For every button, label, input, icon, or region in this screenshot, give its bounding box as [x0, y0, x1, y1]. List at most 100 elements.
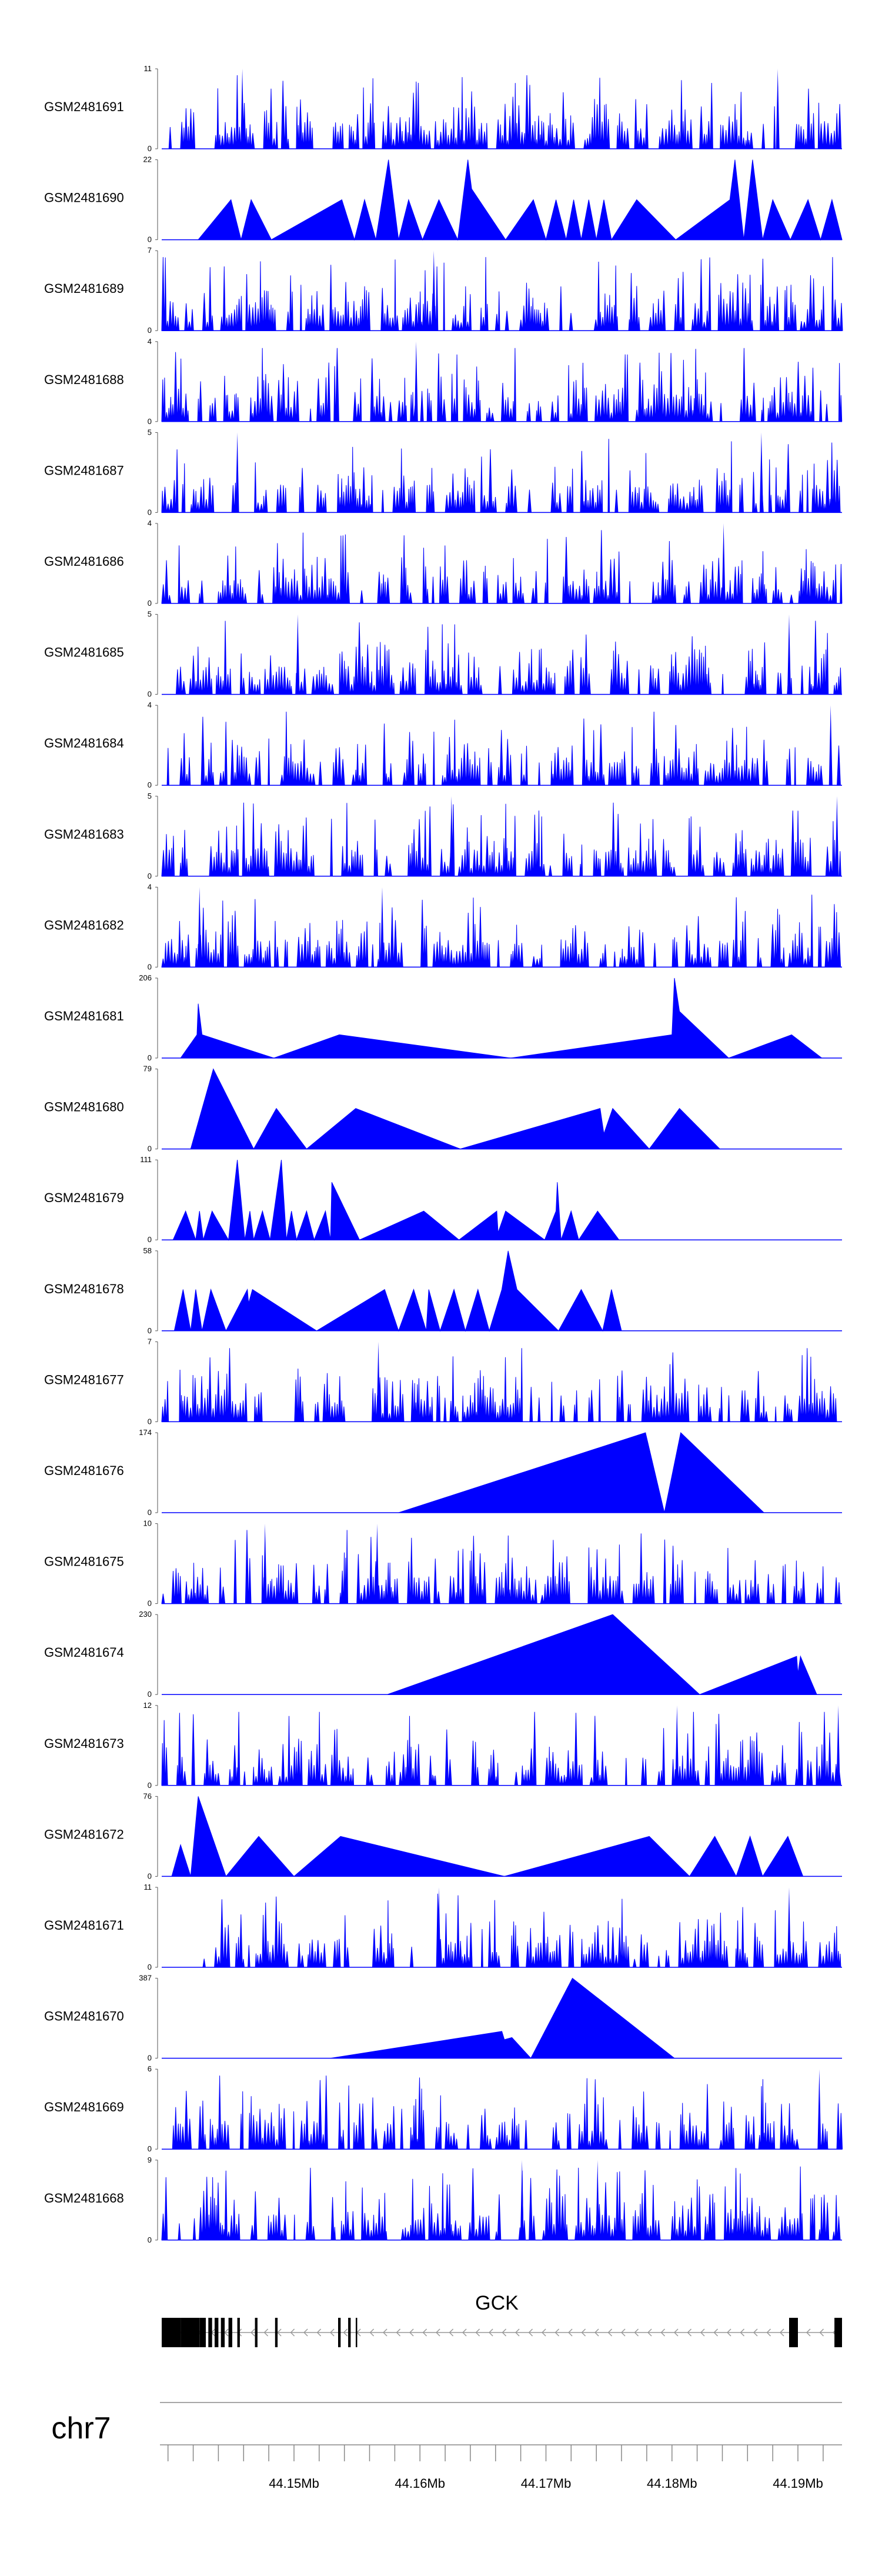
y-axis-max-label: 9: [148, 2155, 152, 2164]
peak-spike: [776, 69, 780, 149]
track-label: GSM2481668: [44, 2191, 124, 2205]
strand-chevron: [542, 2328, 546, 2337]
y-axis-min-label: 0: [148, 1144, 152, 1153]
track-label: GSM2481687: [44, 463, 124, 478]
coverage-area: [387, 1614, 817, 1695]
strand-chevron: [475, 2328, 480, 2337]
gene-exon: [228, 2318, 232, 2347]
gene-exon: [356, 2318, 358, 2347]
y-axis-min-label: 0: [148, 417, 152, 426]
y-axis-max-label: 11: [144, 1883, 152, 1891]
strand-chevron: [634, 2328, 639, 2337]
track-GSM2481680: GSM2481680 79 0: [44, 1065, 842, 1153]
track-GSM2481689: GSM2481689 7 0: [44, 246, 843, 335]
y-axis-max-label: 174: [139, 1428, 152, 1437]
peak-spike: [828, 705, 833, 786]
strand-chevron: [528, 2328, 533, 2337]
gene-exon: [181, 2318, 200, 2347]
y-axis-max-label: 111: [140, 1155, 152, 1164]
peak-spike: [198, 887, 202, 967]
track-label: GSM2481677: [44, 1372, 124, 1387]
coverage-area: [195, 1893, 842, 1968]
track-label: GSM2481670: [44, 2009, 124, 2024]
y-axis-min-label: 0: [148, 962, 152, 971]
strand-chevron: [740, 2328, 745, 2337]
y-axis-max-label: 11: [144, 64, 152, 73]
track-label: GSM2481676: [44, 1463, 124, 1478]
track-label: GSM2481678: [44, 1282, 124, 1296]
y-axis-max-label: 10: [143, 1519, 152, 1528]
peak-spike: [596, 2160, 600, 2240]
coverage-area: [162, 620, 842, 695]
track-GSM2481686: GSM2481686 4 0: [44, 519, 843, 608]
y-axis-max-label: 4: [148, 337, 152, 346]
strand-chevron: [806, 2328, 811, 2337]
track-GSM2481682: GSM2481682 4 0: [44, 882, 842, 971]
strand-chevron: [489, 2328, 493, 2337]
coverage-area: [173, 1250, 622, 1332]
strand-chevron: [660, 2328, 666, 2337]
track-label: GSM2481672: [44, 1827, 124, 1841]
peak-spike: [263, 1523, 267, 1604]
peak-spike: [437, 1887, 441, 1967]
peak-spike: [240, 69, 245, 149]
gene-exon: [834, 2318, 842, 2347]
y-axis-max-label: 206: [139, 973, 152, 982]
y-axis-min-label: 0: [148, 872, 152, 880]
strand-chevron: [436, 2328, 440, 2337]
strand-chevron: [687, 2328, 692, 2337]
coverage-area: [161, 257, 843, 331]
strand-chevron: [250, 2328, 255, 2337]
track-GSM2481681: GSM2481681 206 0: [44, 973, 842, 1062]
strand-chevron: [316, 2328, 322, 2337]
track-GSM2481685: GSM2481685 5 0: [44, 610, 842, 699]
coverage-area: [161, 802, 842, 877]
strand-chevron: [290, 2328, 295, 2337]
strand-chevron: [607, 2328, 613, 2337]
peak-spike: [817, 2069, 821, 2150]
track-label: GSM2481671: [44, 1918, 124, 1933]
y-axis-max-label: 22: [143, 155, 152, 164]
track-GSM2481670: GSM2481670 387 0: [44, 1974, 842, 2063]
strand-chevron: [673, 2328, 679, 2337]
coverage-area: [162, 75, 842, 149]
strand-chevron: [713, 2328, 719, 2337]
peak-spike: [375, 1523, 379, 1604]
strand-chevron: [726, 2328, 731, 2337]
coverage-area: [161, 1711, 842, 1786]
coverage-area: [172, 1160, 620, 1242]
y-axis-min-label: 0: [148, 1235, 152, 1244]
y-axis-min-label: 0: [148, 508, 152, 516]
track-GSM2481678: GSM2481678 58 0: [44, 1246, 842, 1335]
y-axis-max-label: 4: [148, 519, 152, 528]
strand-chevron: [620, 2328, 626, 2337]
track-GSM2481688: GSM2481688 4 0: [44, 337, 843, 426]
y-axis-min-label: 0: [148, 2235, 152, 2244]
track-GSM2481690: GSM2481690 22 0: [44, 155, 843, 244]
coverage-area: [398, 1432, 765, 1513]
coverage-area: [162, 2076, 843, 2150]
coverage-area: [161, 439, 842, 513]
track-label: GSM2481686: [44, 554, 124, 569]
gene-exon: [237, 2318, 240, 2347]
strand-chevron: [330, 2328, 335, 2337]
coverage-area: [190, 1068, 721, 1150]
coverage-area: [330, 1977, 676, 2059]
track-label: GSM2481669: [44, 2100, 124, 2114]
y-axis-min-label: 0: [148, 1871, 152, 1880]
y-axis-max-label: 4: [148, 882, 152, 891]
y-axis-max-label: 7: [148, 246, 152, 255]
strand-chevron: [766, 2328, 771, 2337]
y-axis-min-label: 0: [148, 1053, 152, 1062]
y-axis-max-label: 76: [143, 1791, 152, 1800]
strand-chevron: [594, 2328, 599, 2337]
track-label: GSM2481679: [44, 1190, 124, 1205]
peak-spike: [520, 2160, 524, 2240]
peak-spike: [449, 796, 453, 876]
y-axis-min-label: 0: [148, 1781, 152, 1790]
gene-exon: [215, 2318, 219, 2347]
track-GSM2481683: GSM2481683 5 0: [44, 792, 842, 880]
strand-chevron: [277, 2328, 282, 2337]
y-axis-max-label: 5: [148, 610, 152, 619]
axis-tick-label: 44.19Mb: [773, 2476, 823, 2491]
